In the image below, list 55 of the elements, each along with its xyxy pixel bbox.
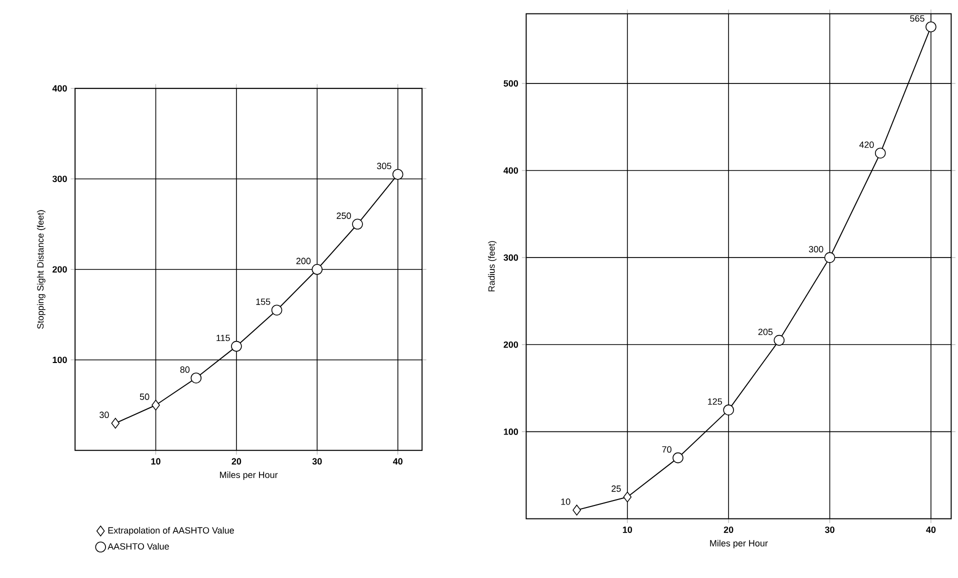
point	[874, 148, 886, 158]
point	[392, 168, 404, 180]
point	[231, 340, 242, 352]
point	[271, 304, 282, 316]
data-label: 300	[808, 246, 824, 252]
data-label: 25	[612, 485, 621, 492]
x-axis-title: Miles per Hour	[710, 540, 768, 548]
point	[824, 252, 836, 263]
point	[774, 334, 785, 346]
x-tick-label: 20	[232, 458, 242, 465]
x-tick-label: 10	[622, 526, 632, 533]
point	[723, 404, 734, 416]
y-tick-label: 200	[52, 266, 67, 273]
x-tick-label: 10	[151, 458, 160, 465]
data-label: 155	[256, 298, 270, 305]
data-label: 420	[859, 142, 874, 148]
legend-label: AASHTO Value	[108, 542, 169, 550]
y-tick-label: 200	[504, 341, 518, 348]
y-tick-label: 500	[504, 80, 518, 87]
y-tick-label: 100	[504, 428, 518, 435]
y-axis-title: Stopping Sight Distance (feet)	[36, 210, 46, 329]
data-label: 70	[662, 446, 672, 453]
data-label: 565	[910, 15, 924, 22]
data-label: 250	[336, 212, 351, 219]
x-tick-label: 30	[824, 526, 834, 533]
point	[352, 218, 363, 230]
data-label: 305	[376, 162, 392, 170]
data-label: 50	[140, 394, 150, 400]
data-label: 80	[180, 366, 190, 373]
legend-label: Extrapolation of AASHTO Value	[108, 526, 234, 536]
point	[111, 418, 120, 429]
data-label: 30	[100, 412, 109, 418]
y-axis-title: Radius (feet)	[488, 241, 497, 292]
point	[623, 492, 632, 502]
point	[312, 264, 323, 275]
x-tick-label: 30	[312, 458, 322, 465]
data-label: 115	[216, 334, 230, 342]
point	[190, 372, 202, 384]
x-tick-label: 40	[392, 458, 402, 465]
y-tick-label: 400	[504, 167, 518, 174]
data-label: 10	[561, 498, 570, 505]
x-tick-label: 40	[926, 526, 936, 533]
data-label: 205	[758, 328, 773, 336]
x-tick-label: 20	[724, 526, 734, 533]
y-tick-label: 300	[504, 254, 518, 261]
y-tick-label: 300	[52, 176, 67, 182]
point	[572, 504, 581, 516]
data-label: 125	[708, 398, 722, 405]
x-axis-title: Miles per Hour	[220, 471, 278, 480]
data-label: 200	[296, 258, 311, 264]
y-tick-label: 100	[52, 356, 67, 364]
y-tick-label: 400	[52, 85, 67, 92]
point	[152, 400, 160, 411]
point	[926, 21, 936, 32]
point	[672, 452, 684, 464]
